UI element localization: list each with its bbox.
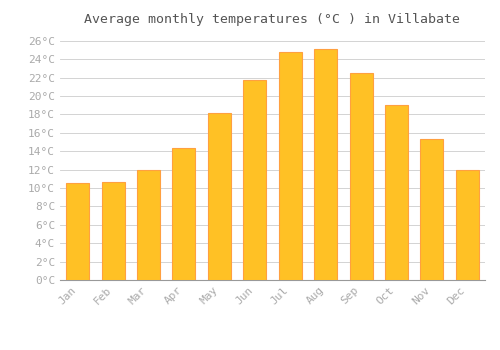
Bar <box>456 169 479 280</box>
Bar <box>244 80 266 280</box>
Bar <box>172 148 196 280</box>
Bar <box>278 52 301 280</box>
Bar <box>66 183 89 280</box>
Bar <box>385 105 408 280</box>
Bar <box>314 49 337 280</box>
Bar <box>102 182 124 280</box>
Title: Average monthly temperatures (°C ) in Villabate: Average monthly temperatures (°C ) in Vi… <box>84 13 460 26</box>
Bar <box>137 169 160 280</box>
Bar <box>208 113 231 280</box>
Bar <box>350 73 372 280</box>
Bar <box>420 139 444 280</box>
